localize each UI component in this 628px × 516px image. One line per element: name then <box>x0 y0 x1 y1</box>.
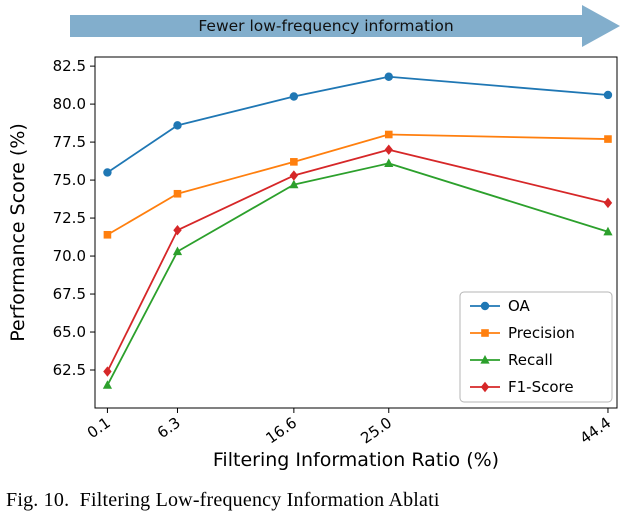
chart: 62.5 65.0 67.5 70.0 72.5 75.0 77.5 80.0 82.5 0.1 6… <box>0 48 628 488</box>
y-tick-label: 82.5 <box>53 57 86 75</box>
legend-label-f1-score: F1-Score <box>508 378 574 396</box>
top-arrow: Fewer low-frequency information <box>70 5 620 47</box>
f1-score-marker <box>384 144 393 155</box>
x-tick-label: 44.4 <box>577 414 615 448</box>
legend-marker-precision <box>481 329 489 337</box>
recall-marker <box>172 246 183 256</box>
y-tick-label: 65.0 <box>53 323 86 341</box>
x-tick-label: 6.3 <box>154 414 184 442</box>
f1-score-marker <box>603 197 613 209</box>
oa-marker <box>603 90 613 100</box>
legend-marker-recall <box>480 355 490 364</box>
oa-marker <box>103 168 112 177</box>
precision-marker <box>173 189 182 198</box>
arrow-head-icon <box>582 5 620 47</box>
y-tick-label: 67.5 <box>53 285 86 303</box>
x-tick-label: 0.1 <box>84 414 114 442</box>
legend-box <box>459 291 613 403</box>
precision-marker <box>604 135 612 143</box>
precision-marker <box>290 158 298 166</box>
y-tick-label: 80.0 <box>53 95 86 113</box>
legend-label-oa: OA <box>508 297 531 315</box>
oa-marker <box>384 72 393 81</box>
y-axis-label: Performance Score (%) <box>7 123 29 342</box>
legend-marker-oa <box>480 301 490 311</box>
x-tick-label: 16.6 <box>262 414 300 448</box>
legend-label-recall: Recall <box>508 351 553 369</box>
y-tick-label: 77.5 <box>53 133 86 151</box>
plot-border <box>94 56 618 409</box>
f1-score-marker <box>289 170 299 181</box>
recall-marker <box>384 158 394 167</box>
x-axis-label: Filtering Information Ratio (%) <box>213 449 499 471</box>
arrow-label: Fewer low-frequency information <box>198 17 454 35</box>
recall-marker <box>102 380 113 389</box>
recall-marker <box>603 226 613 236</box>
oa-marker <box>289 92 299 101</box>
legend-label-precision: Precision <box>508 324 575 342</box>
y-tick-label: 72.5 <box>53 209 86 227</box>
precision-marker <box>103 230 112 239</box>
y-tick-label: 70.0 <box>53 247 86 265</box>
legend-marker-f1-score <box>480 381 490 393</box>
figure-caption: Fig. 10. Filtering Low-frequency Informa… <box>6 489 440 511</box>
precision-marker <box>384 130 393 139</box>
oa-marker <box>173 121 182 130</box>
chart-canvas: 62.5 65.0 67.5 70.0 72.5 75.0 77.5 80.0 82.5 0.1 6… <box>7 56 618 471</box>
f1-score-marker <box>103 366 112 377</box>
f1-score-marker <box>173 225 182 236</box>
recall-marker <box>289 179 299 189</box>
y-tick-label: 62.5 <box>53 361 86 379</box>
x-tick-label: 25.0 <box>357 414 395 448</box>
arrow-body <box>70 15 582 37</box>
y-tick-label: 75.0 <box>53 171 86 189</box>
